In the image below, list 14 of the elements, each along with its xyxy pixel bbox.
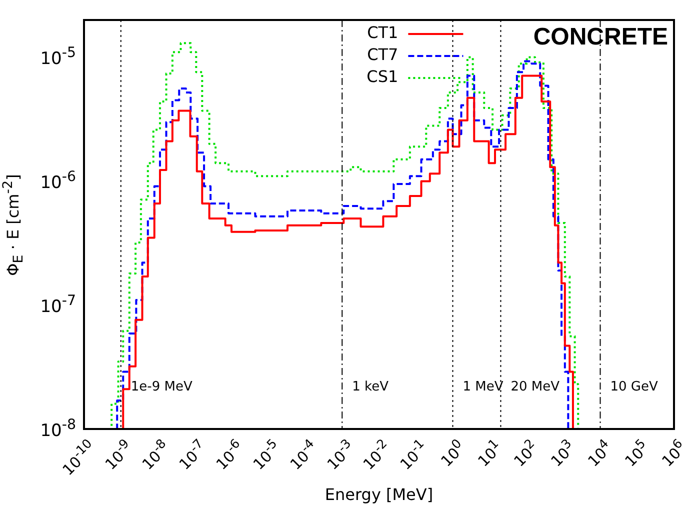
ref-line-label: 20 MeV (510, 379, 560, 394)
y-tick-label: 10$^{-5}$ (40, 45, 76, 70)
legend-label: CS1 (366, 67, 398, 86)
ref-line-label: 1 keV (352, 379, 389, 394)
x-axis-title: Energy [MeV] (324, 485, 434, 504)
legend-label: CT1 (367, 23, 398, 42)
ref-line-label: 1e-9 MeV (130, 379, 192, 394)
y-tick-label: 10$^{-6}$ (40, 169, 76, 194)
y-tick-label: 10$^{-8}$ (40, 417, 76, 441)
legend-label: CT7 (367, 45, 398, 64)
ref-line-label: 1 MeV (462, 379, 504, 394)
annotation: CONCRETE (533, 24, 668, 51)
y-tick-label: 10$^{-7}$ (40, 293, 76, 317)
ref-line-label: 10 GeV (610, 379, 658, 394)
